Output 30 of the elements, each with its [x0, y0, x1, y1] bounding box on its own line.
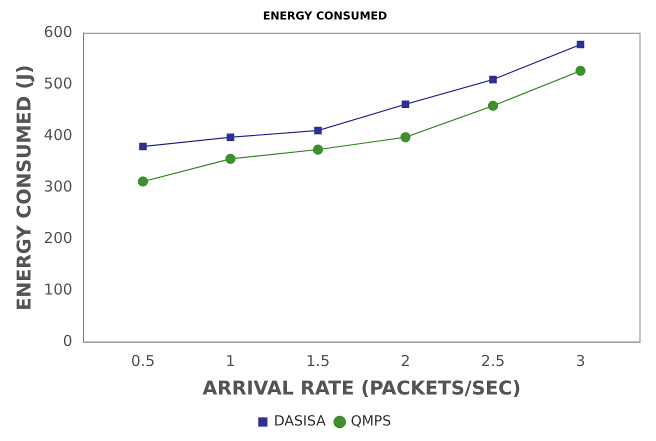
legend-label: DASISA — [274, 414, 326, 430]
point — [575, 66, 586, 76]
x-tick-label: 1 — [226, 352, 236, 370]
point — [138, 176, 148, 187]
point — [402, 100, 410, 108]
x-tick-label: 2 — [400, 352, 410, 370]
x-tick-label: 0.5 — [131, 352, 155, 370]
point — [225, 154, 236, 164]
y-tick-label: 300 — [44, 178, 72, 196]
y-tick-label: 0 — [62, 332, 72, 350]
y-tick-label: 200 — [44, 229, 72, 248]
x-tick-label: 3 — [576, 352, 586, 370]
y-tick-label: 400 — [44, 126, 72, 144]
x-tick-label: 1.5 — [306, 352, 330, 370]
point — [139, 142, 147, 150]
point — [314, 126, 322, 134]
y-tick-label: 100 — [44, 280, 72, 299]
x-tick-label: 2.5 — [481, 352, 505, 370]
point — [312, 144, 324, 155]
point — [489, 76, 497, 84]
point — [488, 100, 498, 111]
legend-label: QMPS — [350, 414, 392, 430]
y-tick-label: 500 — [44, 74, 72, 93]
x-axis-title: ARRIVAL RATE (PACKETS/SEC) — [202, 378, 521, 400]
point — [576, 40, 584, 48]
point — [400, 132, 411, 142]
chart-title: ENERGY CONSUMED — [262, 9, 388, 22]
point — [226, 133, 234, 142]
y-tick-label: 600 — [44, 23, 72, 42]
y-axis-title: ENERGY CONSUMED (J) — [13, 64, 36, 311]
